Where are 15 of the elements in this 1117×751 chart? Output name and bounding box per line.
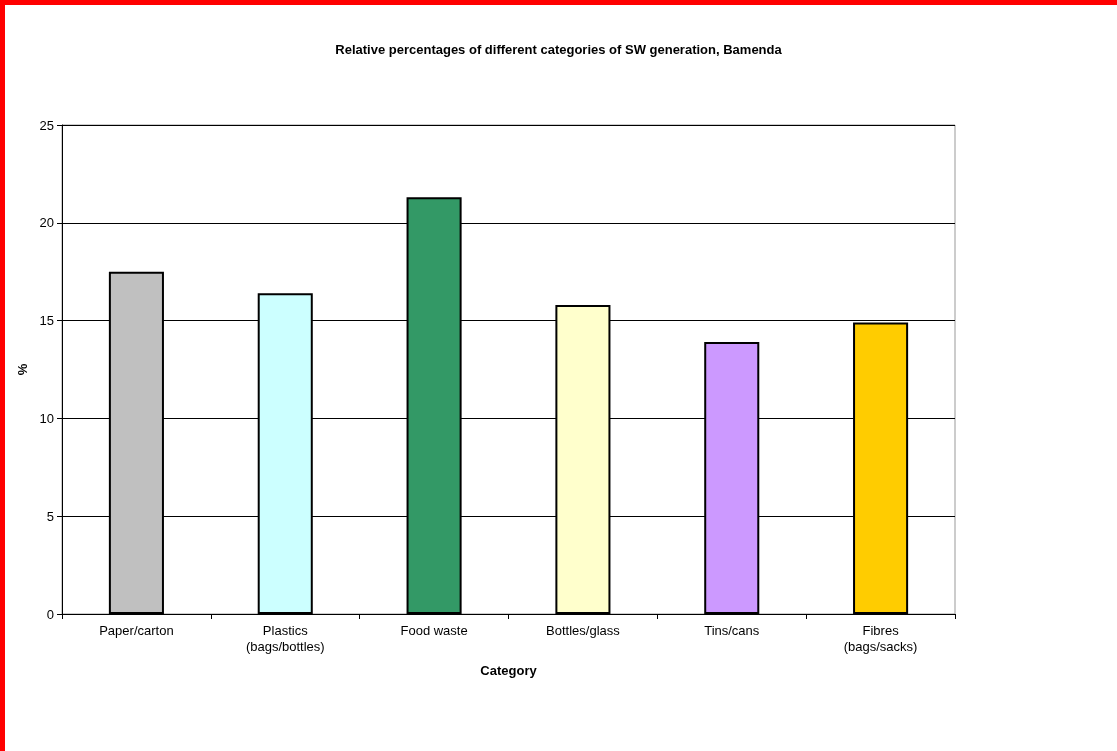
y-axis-title: % xyxy=(14,363,30,376)
x-tick-label: Paper/carton xyxy=(99,622,174,638)
x-tick-label: Tins/cans xyxy=(704,622,760,638)
y-tick-label: 20 xyxy=(39,215,54,231)
y-tick-label: 15 xyxy=(39,313,54,329)
y-tick-label: 5 xyxy=(46,508,54,524)
x-tick-label: Plastics (bags/bottles) xyxy=(245,622,325,654)
chart-title: Relative percentages of different categories of SW generation, Bamenda xyxy=(335,42,783,57)
x-axis-title: Category xyxy=(480,663,538,678)
x-tick-label: Fibres (bags/sacks) xyxy=(843,622,918,654)
y-tick-label: 10 xyxy=(39,410,54,426)
y-tick-label: 25 xyxy=(39,117,54,133)
x-tick-label: Food waste xyxy=(400,622,468,638)
x-tick-label: Bottles/glass xyxy=(546,622,621,638)
y-tick-label: 0 xyxy=(46,606,54,622)
